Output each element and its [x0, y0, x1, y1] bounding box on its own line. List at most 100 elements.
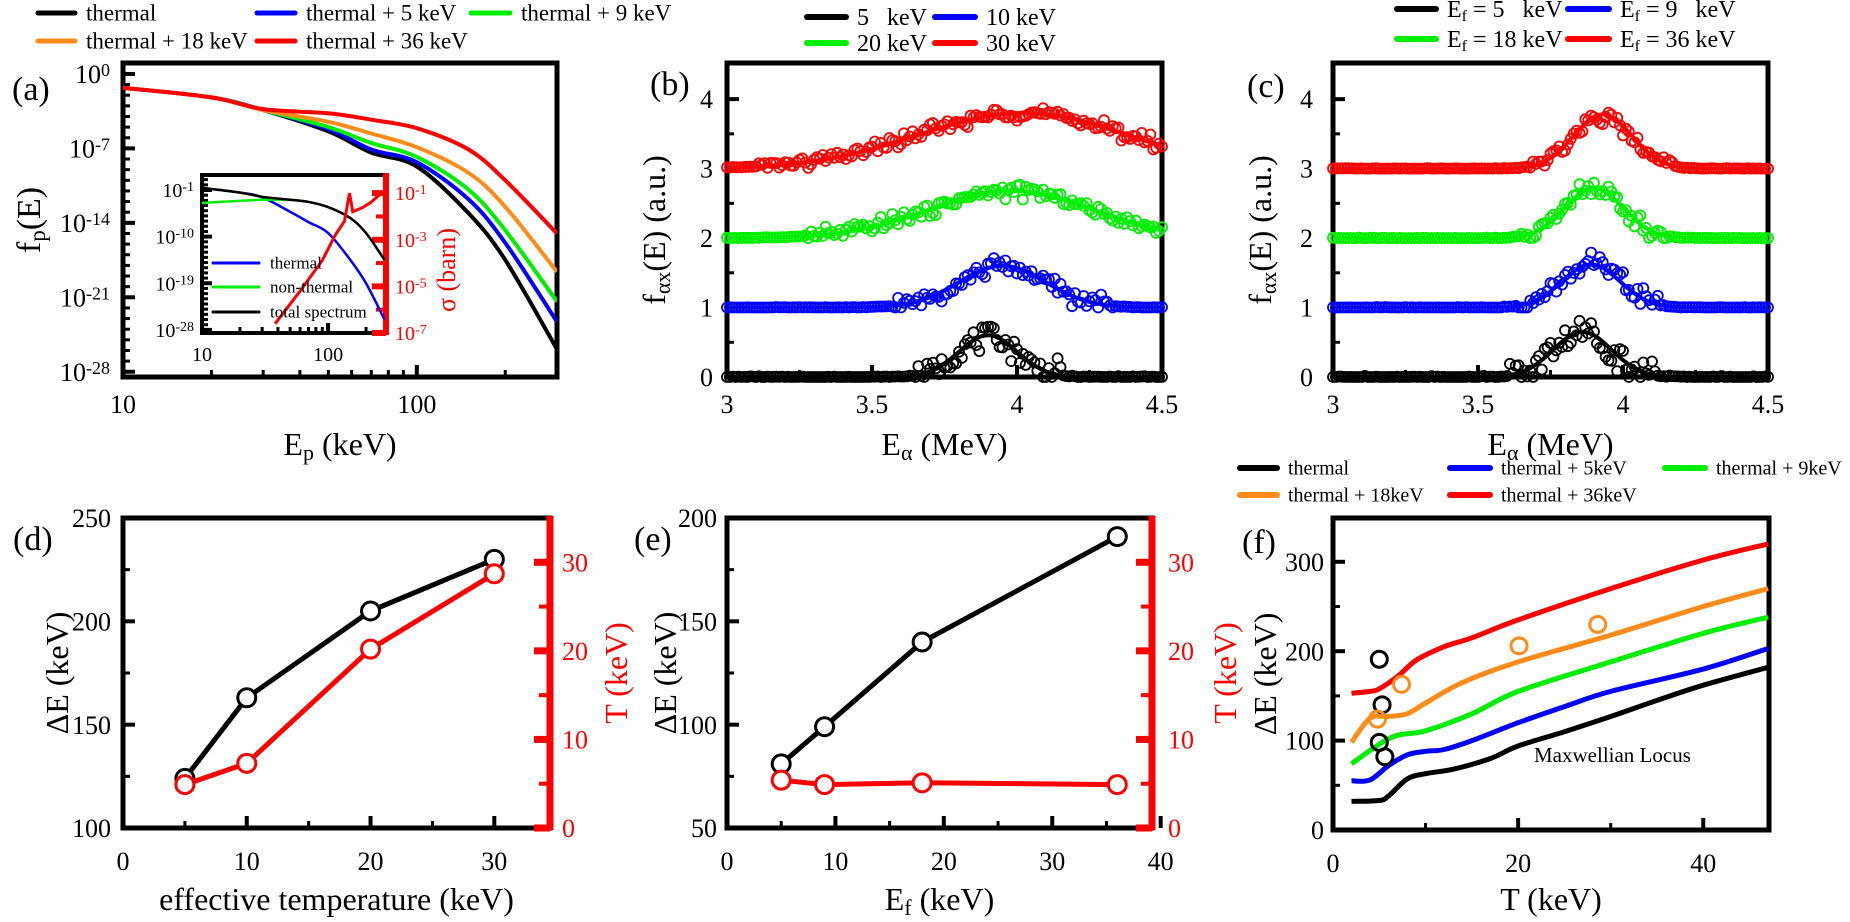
x-tick-label: 3.5 [1462, 390, 1495, 419]
y2-axis-title-part: T (keV) [598, 622, 634, 724]
legend-inset-label: thermal [270, 254, 322, 273]
data-point [874, 211, 887, 223]
x-tick-label-part: 30 [1039, 847, 1065, 876]
legend-b-label: 10 keV [986, 5, 1057, 31]
x-axis-title-part: E [1487, 426, 1507, 462]
y2-tick-label: 10 [562, 726, 588, 755]
y-tick-label-part: 10 [155, 320, 175, 342]
y-tick-label-part: 200 [678, 504, 717, 533]
x-axis-title: effective temperature (keV) [159, 881, 514, 917]
y2-tick-label-part: -3 [415, 230, 427, 245]
x-tick-label-part: 20 [358, 847, 384, 876]
legend-b-label: 20 keV [857, 31, 928, 57]
y-tick-label: 2 [1300, 224, 1313, 253]
y2-tick-label-part: 10 [1168, 726, 1194, 755]
legend-inset-label: total spectrum [270, 303, 367, 322]
y-tick-label-part: 2 [1300, 224, 1313, 253]
spectrum-curve [123, 85, 557, 235]
y-tick-label-part: 10 [162, 180, 182, 202]
y-tick-label-part: 100 [72, 814, 111, 843]
y-tick-label: 150 [72, 711, 111, 740]
x-tick-label: 100 [313, 344, 343, 366]
y-tick-label-part: -28 [86, 358, 110, 378]
series-marker [360, 638, 382, 660]
x-tick-label: 10 [192, 344, 212, 366]
y-tick-label: 10-28 [60, 358, 110, 387]
series-marker [1106, 526, 1128, 548]
y-tick-label-part: -28 [175, 320, 194, 335]
y-axis-title: fαx(E) (a.u.) [636, 155, 675, 305]
data-point [1562, 196, 1574, 209]
series-line [780, 777, 1118, 788]
y-tick-label: 2 [700, 224, 713, 253]
data-point [1115, 134, 1128, 147]
legend-c-label-part: f [1462, 37, 1468, 54]
x-tick-label-part: 10 [192, 344, 212, 366]
x-tick-label-part: 4 [1617, 390, 1630, 419]
y-tick-label: 0 [1300, 363, 1313, 392]
data-point [1375, 747, 1395, 767]
panel-d: 0 10 20 30 100 150 200 250 0 10 20 30 effective temp… [13, 504, 634, 917]
data-point [1144, 128, 1157, 141]
series-marker [360, 600, 382, 622]
fit-curve [1333, 112, 1768, 171]
cross-section-curve [273, 189, 386, 325]
y2-tick-label: 10-3 [395, 230, 427, 252]
y2-tick-label: 20 [562, 637, 588, 666]
x-tick-label: 4 [1011, 390, 1024, 419]
y-tick-label: 1 [1300, 294, 1313, 323]
legend-a-label-part: thermal + 5 keV [306, 1, 457, 26]
data-point [1605, 354, 1618, 367]
y-tick-label: 4 [700, 85, 713, 114]
y2-axis-title-part: T (keV) [1207, 622, 1243, 724]
series-marker [911, 772, 933, 794]
y-axis-title-part: p [25, 230, 50, 242]
legend-a-label: thermal + 5 keV [306, 1, 457, 26]
data-point [987, 322, 1000, 335]
legend-b-label-part: 30 keV [986, 31, 1057, 57]
y-tick-label-part: 100 [678, 711, 717, 740]
y-tick-label-part: -7 [95, 134, 110, 154]
y-tick-label-part: 0 [1300, 363, 1313, 392]
y-tick-label-part: 1 [700, 294, 713, 323]
y-tick-label-part: 10 [60, 358, 86, 387]
series-line [184, 571, 496, 787]
y-tick-label-part: 10 [69, 134, 95, 163]
y-axis-title-part: (E) (a.u.) [636, 155, 672, 271]
legend-c-label-part: E [1447, 27, 1462, 53]
y-axis-title: ΔE (keV) [39, 612, 75, 735]
y-tick-label-part: 100 [1285, 727, 1324, 756]
panel-letter: (f) [1242, 524, 1276, 561]
y2-tick-label: 30 [1168, 548, 1194, 577]
legend-a-label: thermal [86, 1, 156, 26]
x-tick-label: 3.5 [856, 390, 889, 419]
y-axis-title-part: αx [1256, 272, 1281, 295]
y2-tick-label: 0 [562, 814, 575, 843]
y-tick-label: 200 [678, 504, 717, 533]
y-tick-label-part: 0 [101, 60, 110, 80]
y-tick-label-part: 300 [1285, 548, 1324, 577]
y-tick-label: 250 [72, 504, 111, 533]
fit-curve [1333, 329, 1768, 379]
legend-a-label: thermal + 18 keV [86, 29, 248, 54]
maxwellian-locus-annotation: Maxwellian Locus [1534, 743, 1691, 767]
x-tick-label-part: 10 [234, 847, 260, 876]
x-tick-label: 30 [1039, 847, 1065, 876]
y-tick-label-part: 4 [700, 85, 713, 114]
locus-curve [1351, 646, 1769, 784]
y-tick-label-part: 10 [60, 209, 86, 238]
y-tick-label: 100 [1285, 727, 1324, 756]
series-marker [236, 752, 258, 774]
data-point [956, 351, 968, 364]
y-tick-label-part: -14 [86, 209, 110, 229]
x-tick-label-part: 10 [110, 390, 136, 419]
y-tick-label: 3 [700, 155, 713, 184]
x-axis-title-part: E [885, 881, 905, 917]
data-point [1392, 674, 1412, 694]
y2-tick-label-part: -1 [415, 184, 427, 199]
x-axis-title-part: (MeV) [913, 426, 1008, 462]
legend-b-label-part: 20 keV [857, 31, 928, 57]
x-tick-label: 40 [1690, 849, 1716, 878]
data-point [1005, 355, 1018, 368]
locus-curve [1349, 586, 1769, 744]
